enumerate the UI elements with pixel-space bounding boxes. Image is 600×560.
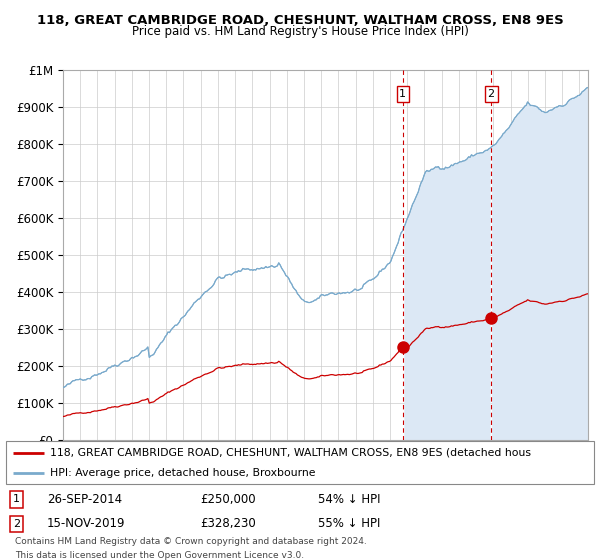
- Text: Contains HM Land Registry data © Crown copyright and database right 2024.: Contains HM Land Registry data © Crown c…: [15, 537, 367, 546]
- Text: HPI: Average price, detached house, Broxbourne: HPI: Average price, detached house, Brox…: [50, 468, 316, 478]
- Text: £250,000: £250,000: [200, 493, 256, 506]
- Text: 1: 1: [399, 89, 406, 99]
- Text: This data is licensed under the Open Government Licence v3.0.: This data is licensed under the Open Gov…: [15, 550, 304, 559]
- Text: 1: 1: [13, 494, 20, 505]
- Text: 2: 2: [488, 89, 495, 99]
- Text: £328,230: £328,230: [200, 517, 256, 530]
- Text: 26-SEP-2014: 26-SEP-2014: [47, 493, 122, 506]
- FancyBboxPatch shape: [6, 441, 594, 484]
- Text: 15-NOV-2019: 15-NOV-2019: [47, 517, 125, 530]
- Text: 118, GREAT CAMBRIDGE ROAD, CHESHUNT, WALTHAM CROSS, EN8 9ES (detached hous: 118, GREAT CAMBRIDGE ROAD, CHESHUNT, WAL…: [50, 447, 531, 458]
- Text: 2: 2: [13, 519, 20, 529]
- Text: Price paid vs. HM Land Registry's House Price Index (HPI): Price paid vs. HM Land Registry's House …: [131, 25, 469, 38]
- Text: 55% ↓ HPI: 55% ↓ HPI: [317, 517, 380, 530]
- Text: 118, GREAT CAMBRIDGE ROAD, CHESHUNT, WALTHAM CROSS, EN8 9ES: 118, GREAT CAMBRIDGE ROAD, CHESHUNT, WAL…: [37, 14, 563, 27]
- Text: 54% ↓ HPI: 54% ↓ HPI: [317, 493, 380, 506]
